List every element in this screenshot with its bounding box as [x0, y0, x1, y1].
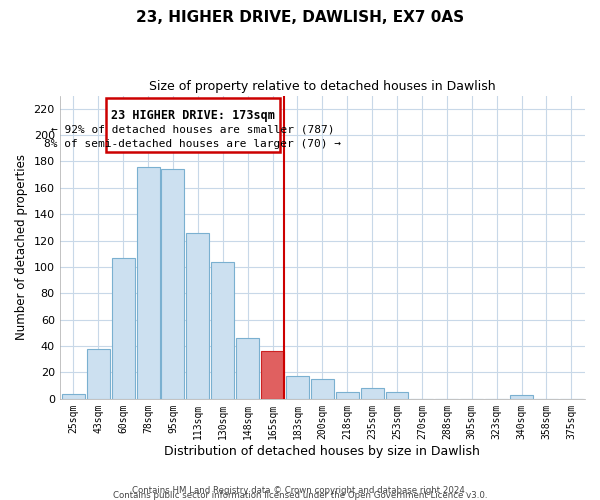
Bar — [211, 262, 234, 399]
Bar — [510, 395, 533, 399]
Bar — [137, 167, 160, 399]
Text: Contains HM Land Registry data © Crown copyright and database right 2024.: Contains HM Land Registry data © Crown c… — [132, 486, 468, 495]
Bar — [336, 392, 359, 399]
Bar — [112, 258, 134, 399]
Bar — [236, 338, 259, 399]
Bar — [106, 98, 280, 152]
Bar — [261, 352, 284, 399]
Bar — [286, 376, 309, 399]
Bar — [386, 392, 409, 399]
Text: 8% of semi-detached houses are larger (70) →: 8% of semi-detached houses are larger (7… — [44, 139, 341, 149]
Bar — [187, 232, 209, 399]
Title: Size of property relative to detached houses in Dawlish: Size of property relative to detached ho… — [149, 80, 496, 93]
X-axis label: Distribution of detached houses by size in Dawlish: Distribution of detached houses by size … — [164, 444, 480, 458]
Bar — [62, 394, 85, 399]
Y-axis label: Number of detached properties: Number of detached properties — [15, 154, 28, 340]
Text: ← 92% of detached houses are smaller (787): ← 92% of detached houses are smaller (78… — [51, 124, 335, 134]
Text: Contains public sector information licensed under the Open Government Licence v3: Contains public sector information licen… — [113, 490, 487, 500]
Bar — [311, 379, 334, 399]
Bar — [87, 348, 110, 399]
Bar — [361, 388, 383, 399]
Text: 23, HIGHER DRIVE, DAWLISH, EX7 0AS: 23, HIGHER DRIVE, DAWLISH, EX7 0AS — [136, 10, 464, 25]
Text: 23 HIGHER DRIVE: 173sqm: 23 HIGHER DRIVE: 173sqm — [111, 108, 275, 122]
Bar — [161, 170, 184, 399]
